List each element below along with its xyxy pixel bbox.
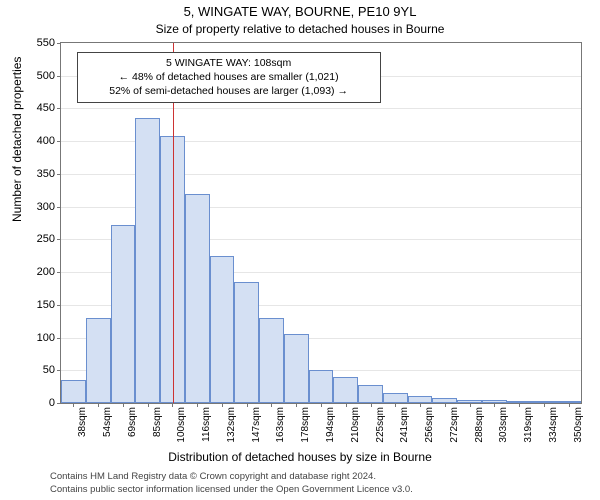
y-tick-mark: [57, 76, 61, 77]
x-tick-label: 272sqm: [449, 407, 460, 443]
x-tick-label: 194sqm: [325, 407, 336, 443]
y-tick-label: 400: [37, 135, 55, 147]
x-tick-label: 38sqm: [77, 407, 88, 437]
histogram-bar: [333, 377, 358, 403]
x-tick-mark: [73, 403, 74, 407]
y-tick-mark: [57, 43, 61, 44]
annotation-line-3: 52% of semi-detached houses are larger (…: [84, 84, 374, 98]
x-tick-label: 178sqm: [300, 407, 311, 443]
y-tick-label: 550: [37, 37, 55, 49]
y-tick-mark: [57, 272, 61, 273]
x-tick-label: 256sqm: [424, 407, 435, 443]
x-tick-label: 116sqm: [201, 407, 212, 442]
x-tick-label: 334sqm: [548, 407, 559, 443]
x-tick-label: 210sqm: [350, 407, 361, 443]
x-axis-label: Distribution of detached houses by size …: [0, 450, 600, 464]
footer-line-2: Contains public sector information licen…: [50, 484, 413, 496]
chart-title: 5, WINGATE WAY, BOURNE, PE10 9YL: [0, 4, 600, 19]
histogram-bar: [111, 225, 136, 403]
x-tick-label: 132sqm: [226, 407, 237, 443]
x-tick-mark: [371, 403, 372, 407]
x-tick-label: 225sqm: [375, 407, 386, 443]
y-tick-label: 300: [37, 201, 55, 213]
y-tick-mark: [57, 174, 61, 175]
x-tick-mark: [123, 403, 124, 407]
x-tick-label: 163sqm: [275, 407, 286, 443]
x-tick-mark: [494, 403, 495, 407]
y-tick-mark: [57, 403, 61, 404]
x-tick-mark: [519, 403, 520, 407]
y-tick-mark: [57, 141, 61, 142]
y-tick-mark: [57, 338, 61, 339]
y-tick-label: 200: [37, 266, 55, 278]
annotation-line-1: 5 WINGATE WAY: 108sqm: [84, 56, 374, 70]
x-tick-mark: [296, 403, 297, 407]
y-tick-mark: [57, 108, 61, 109]
histogram-bar: [234, 282, 259, 403]
x-tick-mark: [395, 403, 396, 407]
y-tick-label: 50: [43, 364, 55, 376]
x-tick-mark: [445, 403, 446, 407]
x-tick-mark: [569, 403, 570, 407]
x-tick-label: 319sqm: [523, 407, 534, 443]
footer-line-1: Contains HM Land Registry data © Crown c…: [50, 471, 413, 483]
histogram-bar: [358, 385, 383, 403]
y-tick-mark: [57, 305, 61, 306]
y-tick-label: 450: [37, 102, 55, 114]
annotation-box: 5 WINGATE WAY: 108sqm← 48% of detached h…: [77, 52, 381, 103]
x-tick-mark: [247, 403, 248, 407]
x-tick-mark: [148, 403, 149, 407]
x-tick-label: 69sqm: [127, 407, 138, 437]
y-tick-label: 150: [37, 299, 55, 311]
x-tick-label: 303sqm: [498, 407, 509, 443]
plot-area: 05010015020025030035040045050055038sqm54…: [60, 42, 582, 404]
x-tick-label: 147sqm: [251, 407, 262, 443]
y-tick-label: 500: [37, 70, 55, 82]
histogram-bar: [383, 393, 408, 403]
histogram-bar: [61, 380, 86, 403]
x-tick-mark: [197, 403, 198, 407]
x-tick-label: 85sqm: [152, 407, 163, 437]
x-tick-mark: [98, 403, 99, 407]
x-tick-label: 241sqm: [399, 407, 410, 443]
histogram-bar: [210, 256, 235, 403]
histogram-bar: [259, 318, 284, 403]
x-tick-mark: [346, 403, 347, 407]
y-axis-label: Number of detached properties: [10, 57, 24, 222]
chart-container: 5, WINGATE WAY, BOURNE, PE10 9YL Size of…: [0, 0, 600, 500]
x-tick-mark: [544, 403, 545, 407]
y-tick-label: 0: [49, 397, 55, 409]
y-tick-mark: [57, 370, 61, 371]
y-tick-mark: [57, 239, 61, 240]
histogram-bar: [185, 194, 210, 403]
x-tick-mark: [420, 403, 421, 407]
footer-attribution: Contains HM Land Registry data © Crown c…: [50, 471, 413, 496]
chart-subtitle: Size of property relative to detached ho…: [0, 22, 600, 36]
x-tick-label: 54sqm: [102, 407, 113, 437]
y-tick-label: 250: [37, 233, 55, 245]
x-tick-mark: [172, 403, 173, 407]
x-tick-mark: [271, 403, 272, 407]
histogram-bar: [135, 118, 160, 403]
histogram-bar: [86, 318, 111, 403]
x-tick-label: 288sqm: [474, 407, 485, 443]
y-tick-label: 350: [37, 168, 55, 180]
y-tick-mark: [57, 207, 61, 208]
histogram-bar: [284, 334, 309, 403]
x-tick-mark: [321, 403, 322, 407]
y-tick-label: 100: [37, 332, 55, 344]
x-tick-label: 350sqm: [573, 407, 584, 443]
x-tick-label: 100sqm: [176, 407, 187, 443]
histogram-bar: [309, 370, 334, 403]
grid-line: [61, 108, 581, 109]
x-tick-mark: [222, 403, 223, 407]
annotation-line-2: ← 48% of detached houses are smaller (1,…: [84, 70, 374, 84]
x-tick-mark: [470, 403, 471, 407]
